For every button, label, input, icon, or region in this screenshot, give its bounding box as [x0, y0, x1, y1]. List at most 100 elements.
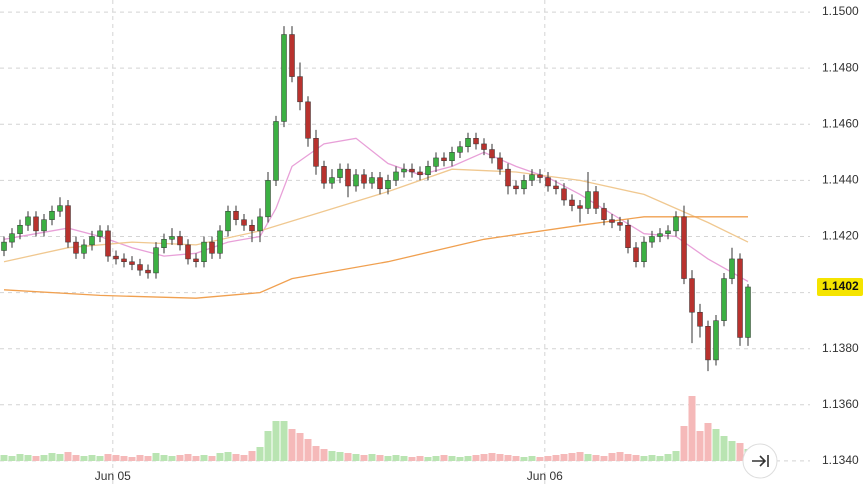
moving-average-line	[3, 137, 749, 282]
volume-bar	[480, 454, 488, 461]
volume-bar	[680, 426, 688, 461]
y-tick-label: 1.1500	[822, 4, 859, 18]
volume-bar	[96, 456, 104, 461]
candle-body	[393, 171, 399, 181]
scroll-to-latest-button[interactable]	[742, 443, 778, 479]
volume-bar	[104, 454, 112, 461]
candle-body	[169, 236, 175, 240]
candle-body	[481, 143, 487, 150]
volume-bar	[176, 455, 184, 461]
volume-bar	[600, 456, 608, 461]
volume-bar	[88, 455, 96, 461]
x-tick-label: Jun 05	[95, 469, 131, 483]
volume-bar	[472, 455, 480, 461]
candle-body	[441, 157, 447, 161]
volume-bar	[488, 453, 496, 461]
volume-bar	[32, 456, 40, 461]
volume-bar	[688, 396, 696, 461]
candle-body	[33, 216, 39, 232]
candle-body	[721, 278, 727, 321]
candle-body	[137, 264, 143, 271]
volume-bar	[208, 456, 216, 461]
candle-body	[209, 241, 215, 254]
candle-body	[521, 180, 527, 190]
candle-body	[529, 174, 535, 181]
y-tick-label: 1.1460	[822, 116, 859, 130]
volume-bar	[224, 452, 232, 461]
candle-body	[553, 185, 559, 190]
volume-bar	[64, 452, 72, 461]
volume-bar	[80, 456, 88, 461]
volume-bar	[624, 454, 632, 461]
candle-body	[289, 34, 295, 77]
volume-bar	[400, 456, 408, 461]
volume-bar	[304, 439, 312, 461]
volume-bar	[120, 456, 128, 461]
volume-bar	[248, 451, 256, 461]
candle-body	[593, 191, 599, 209]
volume-bar	[336, 452, 344, 461]
volume-bar	[640, 456, 648, 461]
candle-body	[73, 241, 79, 254]
candle-body	[561, 188, 567, 201]
volume-bar	[632, 455, 640, 461]
volume-bar	[320, 449, 328, 461]
candle-body	[385, 180, 391, 190]
volume-bar	[616, 452, 624, 461]
candle-body	[665, 230, 671, 234]
volume-bar	[392, 455, 400, 461]
volume-bar	[408, 457, 416, 461]
candle-body	[433, 157, 439, 167]
volume-bar	[296, 433, 304, 461]
volume-bar	[456, 457, 464, 461]
volume-bar	[672, 451, 680, 461]
volume-bar	[416, 456, 424, 461]
candle-body	[89, 236, 95, 246]
y-tick-label: 1.1360	[822, 397, 859, 411]
candle-body	[9, 233, 15, 243]
candle-body	[497, 157, 503, 170]
y-tick-label: 1.1440	[822, 173, 859, 187]
candle-body	[641, 241, 647, 262]
candle-body	[161, 239, 167, 248]
candle-body	[345, 168, 351, 187]
volume-bar	[352, 454, 360, 461]
candle-body	[745, 286, 751, 338]
candle-body	[585, 191, 591, 209]
volume-bar	[560, 454, 568, 461]
candle-body	[281, 34, 287, 122]
candle-body	[609, 219, 615, 223]
volume-bar	[256, 447, 264, 461]
candle-body	[489, 149, 495, 159]
candle-body	[121, 258, 127, 262]
volume-bar	[504, 455, 512, 461]
volume-bar	[240, 455, 248, 461]
volume-bar	[608, 453, 616, 461]
volume-bar	[736, 443, 744, 461]
volume-bar	[16, 454, 24, 461]
volume-bar	[56, 454, 64, 461]
volume-bar	[144, 456, 152, 461]
candle-body	[377, 177, 383, 190]
candle-body	[337, 168, 343, 178]
candle-body	[113, 255, 119, 260]
volume-bar	[424, 457, 432, 461]
candle-body	[241, 219, 247, 226]
button-icon[interactable]	[752, 455, 769, 467]
candle-body	[505, 168, 511, 187]
candle-body	[25, 216, 31, 226]
candle-body	[297, 76, 303, 103]
candle-body	[625, 225, 631, 248]
volume-bar	[368, 454, 376, 461]
candle-body	[649, 236, 655, 243]
candle-body	[657, 233, 663, 237]
candle-body	[569, 199, 575, 206]
volume-bar	[384, 456, 392, 461]
candle-body	[601, 208, 607, 220]
volume-bar	[184, 454, 192, 461]
candle-body	[225, 210, 231, 232]
volume-bar	[360, 455, 368, 461]
candle-body	[457, 146, 463, 153]
candle-body	[705, 326, 711, 361]
last-price-marker	[817, 277, 863, 296]
